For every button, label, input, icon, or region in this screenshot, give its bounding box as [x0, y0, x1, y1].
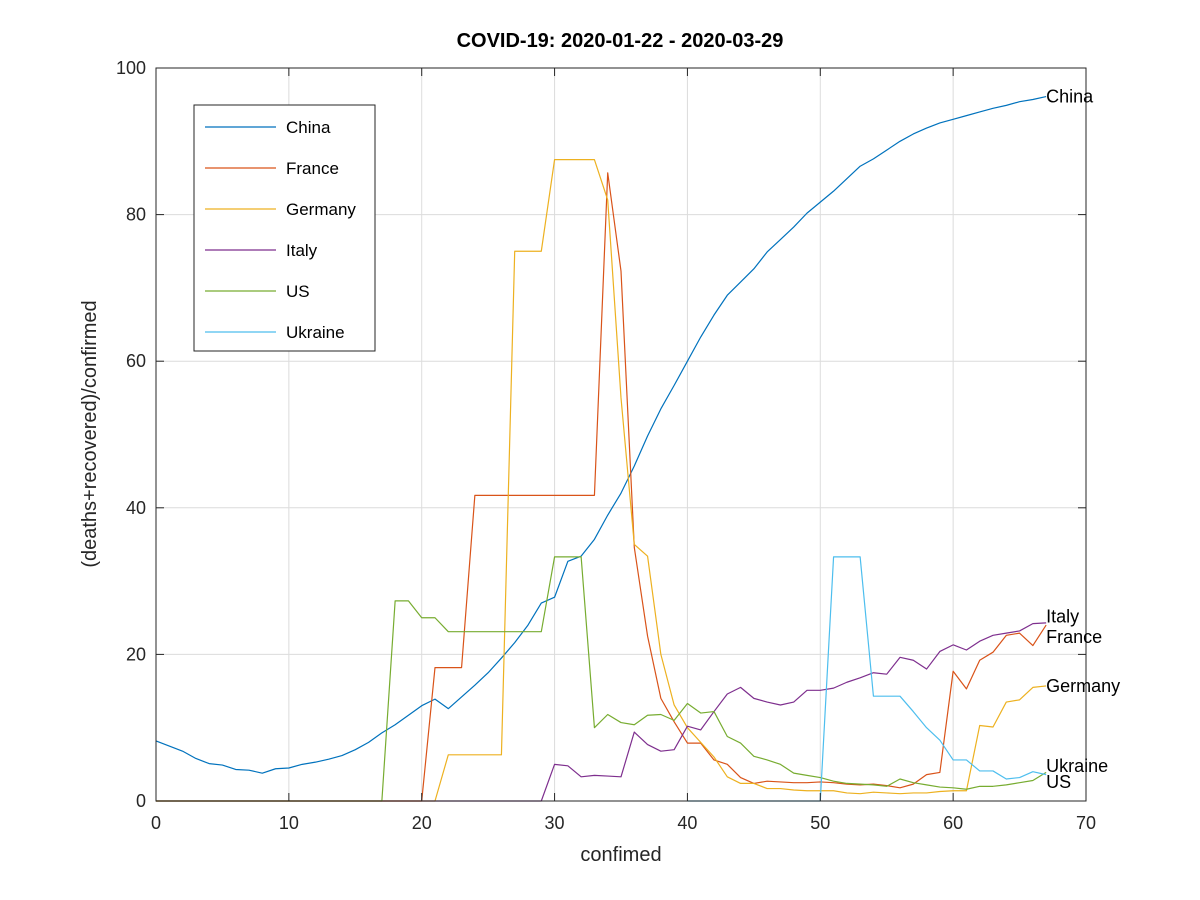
series-line-us: [156, 556, 1047, 802]
series-line-germany: [156, 159, 1047, 802]
x-axis-ticks: 0 10 20 30 40 50 60 70: [151, 68, 1096, 833]
y-tick-label: 40: [126, 498, 146, 518]
chart-title: COVID-19: 2020-01-22 - 2020-03-29: [457, 30, 784, 52]
x-tick-label: 60: [943, 813, 963, 833]
y-tick-label: 60: [126, 351, 146, 371]
series-line-ukraine: [687, 556, 1047, 802]
series-line-italy: [156, 622, 1047, 802]
legend-label-italy: Italy: [286, 241, 318, 260]
end-label-us: US: [1046, 772, 1071, 792]
end-label-germany: Germany: [1046, 676, 1120, 696]
x-tick-label: 50: [810, 813, 830, 833]
vertical-gridlines: [288, 68, 954, 801]
x-axis-label: confimed: [580, 844, 661, 866]
y-axis-ticks: 0 20 40 60 80 100: [116, 58, 1086, 811]
legend-label-france: France: [286, 159, 339, 178]
legend-label-germany: Germany: [286, 200, 356, 219]
legend-label-us: US: [286, 282, 310, 301]
y-axis-label: (deaths+recovered)/confirmed: [79, 300, 101, 567]
end-label-ukraine: Ukraine: [1046, 756, 1108, 776]
series-line-china: [155, 96, 1047, 774]
plot-frame: [155, 67, 1087, 802]
y-tick-label: 0: [136, 791, 146, 811]
y-tick-label: 80: [126, 205, 146, 225]
x-tick-label: 30: [545, 813, 565, 833]
end-label-italy: Italy: [1046, 606, 1079, 626]
end-label-france: France: [1046, 627, 1102, 647]
y-tick-label: 100: [116, 58, 146, 78]
x-tick-label: 0: [151, 813, 161, 833]
y-tick-label: 20: [126, 644, 146, 664]
legend-box: [193, 104, 376, 352]
x-tick-label: 70: [1076, 813, 1096, 833]
x-tick-label: 10: [279, 813, 299, 833]
series-line-france: [156, 172, 1047, 802]
legend: China France Germany Italy US Ukraine: [193, 104, 376, 352]
legend-label-ukraine: Ukraine: [286, 323, 345, 342]
x-tick-label: 40: [677, 813, 697, 833]
x-tick-label: 20: [412, 813, 432, 833]
legend-label-china: China: [286, 118, 331, 137]
end-label-china: China: [1046, 87, 1094, 107]
series-lines: [155, 96, 1047, 802]
